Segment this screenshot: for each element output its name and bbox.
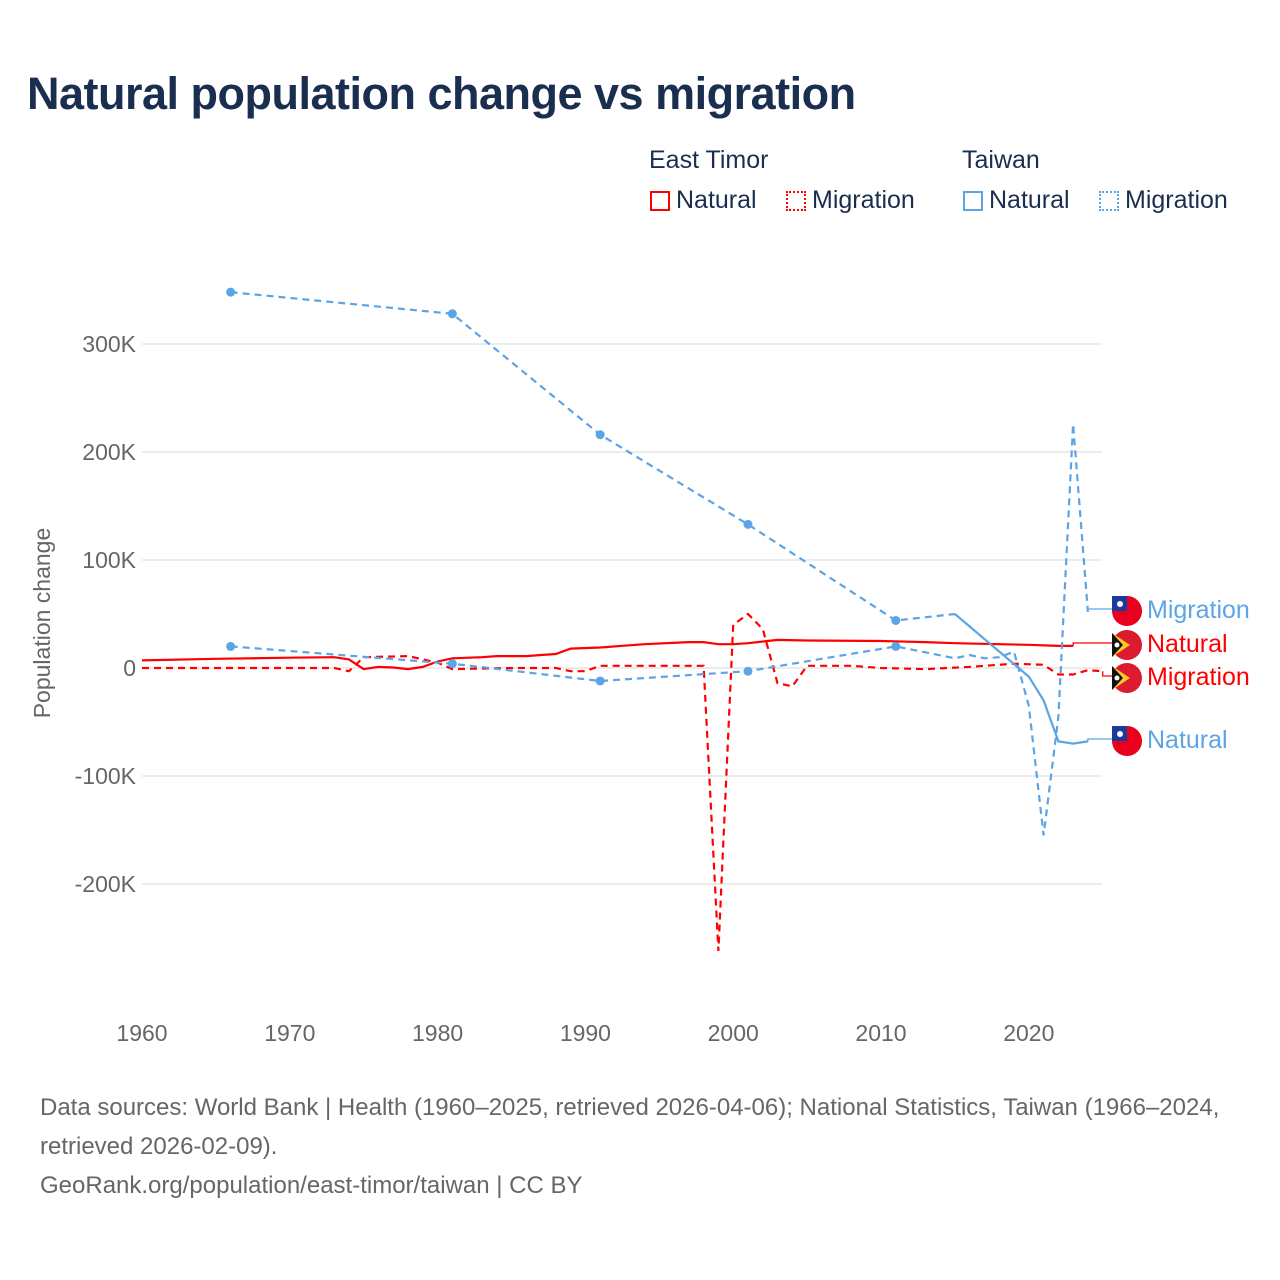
legend-swatch-solid <box>963 190 983 211</box>
legend-label: Migration <box>812 186 915 214</box>
legend-item-east-timor-natural[interactable]: Natural <box>650 186 757 215</box>
leader-line <box>1102 671 1112 677</box>
data-point <box>595 430 605 440</box>
y-tick-label: 0 <box>123 655 136 681</box>
data-point <box>447 659 457 669</box>
data-point <box>743 519 753 529</box>
y-tick-label: 100K <box>82 547 136 573</box>
legend-group-title: East Timor <box>649 146 769 174</box>
data-point <box>226 287 236 297</box>
y-tick-label: 200K <box>82 439 136 465</box>
data-sources: Data sources: World Bank | Health (1960–… <box>40 1094 1220 1160</box>
x-tick-label: 1980 <box>412 1020 463 1046</box>
end-label-text: Natural <box>1147 630 1228 658</box>
taiwan-flag-sun <box>1117 601 1123 607</box>
east-timor-flag-star <box>1114 642 1120 648</box>
legend-swatch-solid <box>650 190 670 211</box>
taiwan-flag-sun <box>1117 731 1123 737</box>
legend-label: Migration <box>1125 186 1228 214</box>
data-point <box>595 676 605 686</box>
x-tick-label: 1970 <box>264 1020 315 1046</box>
x-tick-label: 2010 <box>855 1020 906 1046</box>
legend-label: Natural <box>989 186 1070 214</box>
legend-swatch-dotted <box>786 190 806 211</box>
y-tick-label: -200K <box>75 871 137 897</box>
data-point <box>891 615 901 625</box>
legend-group-title: Taiwan <box>962 146 1040 174</box>
y-tick-label: -100K <box>75 763 137 789</box>
end-label: Migration <box>1087 596 1250 626</box>
series-line <box>142 612 1103 952</box>
series-taiwan-migration <box>226 423 1089 836</box>
end-label: Natural <box>1087 726 1228 756</box>
end-label-text: Migration <box>1147 596 1250 624</box>
end-label-text: Migration <box>1147 663 1250 691</box>
series-east-timor-migration <box>142 612 1103 952</box>
legend-item-taiwan-migration[interactable]: Migration <box>1099 186 1228 215</box>
legend-swatch-dotted <box>1099 190 1119 211</box>
x-tick-label: 1990 <box>560 1020 611 1046</box>
footer: Data sources: World Bank | Health (1960–… <box>40 1088 1260 1205</box>
source-link[interactable]: GeoRank.org/population/east-timor/taiwan… <box>40 1172 583 1199</box>
east-timor-flag-star <box>1114 675 1120 681</box>
series-line-solid <box>954 613 1089 745</box>
series-east-timor-natural <box>141 638 1074 671</box>
end-label: Natural <box>1072 630 1228 660</box>
data-point <box>226 641 236 651</box>
y-axis-label: Population change <box>29 528 55 719</box>
series-line-dashed <box>230 291 956 622</box>
legend-item-east-timor-migration[interactable]: Migration <box>786 186 915 215</box>
data-point <box>447 309 457 319</box>
legend-label: Natural <box>676 186 757 214</box>
leader-line <box>1087 608 1112 612</box>
leader-line <box>1087 738 1112 742</box>
series-line <box>141 638 1074 671</box>
series-line <box>230 423 1089 836</box>
data-point <box>743 666 753 676</box>
leader-line <box>1072 642 1112 646</box>
legend-item-taiwan-natural[interactable]: Natural <box>963 186 1070 215</box>
x-tick-label: 1960 <box>116 1020 167 1046</box>
x-tick-label: 2000 <box>708 1020 759 1046</box>
x-tick-label: 2020 <box>1003 1020 1054 1046</box>
chart-title: Natural population change vs migration <box>27 68 856 119</box>
y-tick-label: 300K <box>82 331 136 357</box>
series-taiwan-natural <box>226 287 1089 745</box>
end-label-text: Natural <box>1147 726 1228 754</box>
data-point <box>891 641 901 651</box>
end-label: Migration <box>1102 663 1250 693</box>
